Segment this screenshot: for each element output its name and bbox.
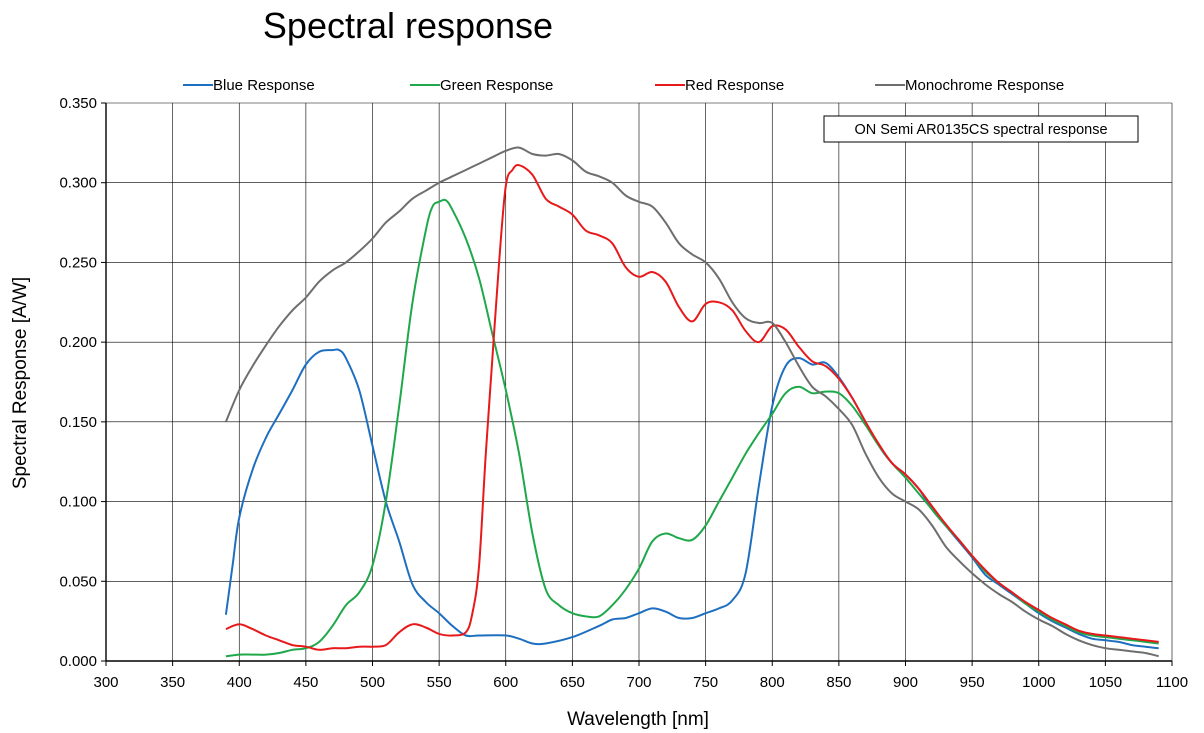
x-tick-label: 850: [826, 674, 851, 691]
legend-item-blue-response: Blue Response: [183, 77, 315, 94]
x-tick-label: 1100: [1156, 674, 1188, 691]
y-tick-label: 0.300: [59, 175, 97, 192]
x-tick-label: 750: [693, 674, 718, 691]
x-axis-ticks: 300 350 400 450 500 550 600 650 700 750 800 850 900 9…: [93, 661, 1188, 691]
legend-label: Monochrome Response: [905, 77, 1064, 94]
x-tick-label: 1000: [1022, 674, 1055, 691]
y-axis-label: Spectral Response [A/W]: [10, 277, 31, 489]
legend-label: Red Response: [685, 77, 784, 94]
x-tick-label: 550: [427, 674, 452, 691]
y-tick-label: 0.200: [59, 334, 97, 351]
y-tick-label: 0.000: [59, 653, 97, 670]
y-tick-label: 0.100: [59, 494, 97, 511]
legend-item-green-response: Green Response: [410, 77, 553, 94]
series-line-green-response: [225, 198, 1159, 658]
y-tick-label: 0.350: [59, 95, 97, 112]
chart-title: Spectral response: [263, 5, 553, 46]
x-tick-label: 300: [93, 674, 118, 691]
y-tick-label: 0.250: [59, 254, 97, 271]
x-tick-label: 450: [293, 674, 318, 691]
x-tick-label: 700: [626, 674, 651, 691]
series-line-monochrome-response: [224, 146, 1159, 658]
x-tick-label: 350: [160, 674, 185, 691]
y-tick-label: 0.050: [59, 573, 97, 590]
legend-item-monochrome-response: Monochrome Response: [875, 77, 1064, 94]
x-tick-label: 400: [227, 674, 252, 691]
legend-item-red-response: Red Response: [655, 77, 784, 94]
legend-label: Blue Response: [213, 77, 315, 94]
series-line-red-response: [225, 164, 1159, 651]
x-axis-label: Wavelength [nm]: [567, 709, 709, 730]
series-line-blue-response: [224, 348, 1159, 650]
x-tick-label: 800: [760, 674, 785, 691]
x-tick-label: 1050: [1089, 674, 1122, 691]
x-tick-label: 600: [493, 674, 518, 691]
annotation-box: ON Semi AR0135CS spectral response: [823, 115, 1139, 143]
x-tick-label: 500: [360, 674, 385, 691]
y-tick-label: 0.150: [59, 414, 97, 431]
grid: [105, 102, 1173, 662]
legend-label: Green Response: [440, 77, 553, 94]
y-axis-ticks: 0.000 0.050 0.100 0.150 0.200 0.250 0.300 0.350: [59, 95, 106, 670]
series-lines: [224, 146, 1159, 658]
legend: Blue Response Green Response Red Response M…: [183, 77, 1064, 94]
x-tick-label: 950: [960, 674, 985, 691]
x-tick-label: 650: [560, 674, 585, 691]
annotation-text: ON Semi AR0135CS spectral response: [854, 122, 1107, 138]
x-tick-label: 900: [893, 674, 918, 691]
